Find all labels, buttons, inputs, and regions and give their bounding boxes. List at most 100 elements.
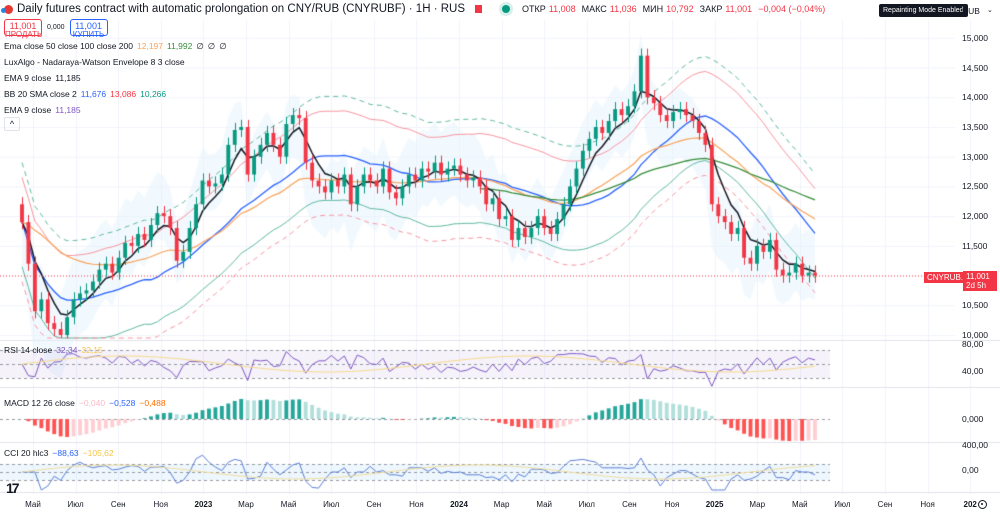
indicator-name: EMA 9 close: [4, 105, 52, 115]
indicator-value: ∅: [196, 41, 204, 51]
tradingview-logo[interactable]: 17: [6, 480, 20, 496]
indicator-legend[interactable]: EMA 9 close 11,185: [4, 73, 81, 83]
macd-signal-value: −0,488: [139, 398, 166, 408]
sell-button[interactable]: 11,001 ПРОДАТЬ: [4, 19, 42, 39]
symbol-logo-icon: [1, 4, 13, 14]
macd-name: MACD 12 26 close: [4, 398, 75, 408]
x-axis-tick: Июл: [834, 500, 851, 509]
change-value: −0,004 (−0,04%): [758, 4, 826, 14]
rsi-value: 32,34: [56, 345, 78, 355]
y-axis-tick: 12,500: [962, 181, 988, 192]
y-axis-tick: 10,500: [962, 300, 988, 311]
indicator-name: LuxAlgo - Nadaraya-Watson Envelope 8 3 c…: [4, 57, 185, 67]
x-axis-tick: 2023: [194, 500, 213, 509]
rsi-legend[interactable]: RSI 14 close 32,34 32,15: [4, 345, 103, 355]
low-label: МИН: [642, 4, 664, 14]
chevron-down-icon[interactable]: ⌄: [987, 7, 993, 14]
x-axis-tick: Ноя: [664, 500, 680, 509]
open-value: 11,008: [548, 4, 576, 14]
y-axis-tick: 13,500: [962, 121, 988, 132]
x-axis-tick: Ноя: [920, 500, 935, 509]
x-axis-tick: Мар: [749, 500, 766, 509]
last-price-tag: 11,001 2d 5h: [963, 271, 997, 291]
indicator-legend[interactable]: Ema close 50 close 100 close 200 12,197 11…: [4, 41, 227, 52]
low-value: 10,792: [666, 4, 694, 14]
x-axis-tick: Сен: [110, 500, 126, 509]
spread-value: 0,000: [47, 24, 65, 31]
symbol-price-tag: CNYRUB.P: [924, 272, 972, 283]
indicator-value: 11,185: [55, 73, 81, 83]
buy-price: 11,001: [75, 21, 102, 31]
y-axis-tick: 10,000: [962, 330, 988, 341]
x-axis-tick: 202: [963, 500, 977, 509]
cci-name: CCI 20 hlc3: [4, 448, 49, 458]
chart-header: Daily futures contract with automatic pr…: [1, 3, 828, 15]
rsi-ma-value: 32,15: [81, 345, 103, 355]
indicator-legend[interactable]: LuxAlgo - Nadaraya-Watson Envelope 8 3 c…: [4, 57, 185, 67]
x-axis-tick: Мар: [238, 500, 254, 509]
rsi-name: RSI 14 close: [4, 345, 53, 355]
currency-selector[interactable]: RUB: [962, 6, 980, 16]
market-status-icon: [502, 5, 511, 13]
indicator-legend[interactable]: BB 20 SMA close 2 11,676 13,086 10,266: [4, 89, 166, 99]
indicator-value: 10,266: [140, 89, 167, 99]
open-label: ОТКР: [522, 4, 546, 14]
x-axis-tick: 2025: [705, 500, 724, 509]
indicator-value: 13,086: [110, 89, 137, 99]
x-axis-tick: Май: [280, 500, 297, 509]
buy-label: КУПИТЬ: [72, 30, 105, 39]
macd-value: −0,528: [109, 398, 136, 408]
sell-price: 11,001: [9, 21, 37, 31]
x-axis-tick: Июл: [67, 500, 84, 509]
settings-gear-icon[interactable]: [978, 500, 987, 509]
cci-tick: 400,00: [962, 440, 988, 450]
indicator-legend[interactable]: EMA 9 close 11,185: [4, 105, 81, 115]
x-axis-tick: Сен: [877, 500, 893, 509]
symbol-title[interactable]: Daily futures contract with automatic pr…: [17, 3, 466, 15]
x-axis-tick: 2024: [450, 500, 468, 509]
high-value: 11,036: [609, 4, 637, 14]
bar-countdown: 2d 5h: [966, 281, 987, 290]
rsi-tick: 40,00: [962, 366, 984, 376]
close-value: 11,001: [725, 4, 753, 14]
y-axis-tick: 13,000: [962, 151, 988, 162]
collapse-legend-button[interactable]: ^: [4, 117, 20, 131]
indicator-name: Ema close 50 close 100 close 200: [4, 41, 133, 51]
indicator-name: BB 20 SMA close 2: [4, 89, 77, 99]
close-label: ЗАКР: [699, 4, 723, 14]
x-axis-tick: Июл: [323, 500, 340, 509]
y-axis-tick: 12,000: [962, 211, 988, 222]
cci-legend[interactable]: CCI 20 hlc3 −88,63 −105,62: [4, 448, 114, 458]
last-price-value: 11,001: [966, 272, 990, 281]
x-axis-tick: Сен: [366, 500, 382, 509]
x-axis-tick: Май: [536, 500, 553, 509]
x-axis-tick: Ноя: [409, 500, 424, 509]
y-axis-tick: 14,000: [962, 92, 988, 103]
macd-hist-value: −0,040: [78, 398, 106, 408]
x-axis-tick: Ноя: [153, 500, 169, 509]
indicator-name: EMA 9 close: [4, 73, 52, 83]
x-axis-tick: Сен: [622, 500, 637, 509]
macd-tick: 0,000: [962, 414, 984, 424]
trade-buttons: 11,001 ПРОДАТЬ 0,000 11,001 КУПИТЬ: [4, 19, 108, 39]
macd-legend[interactable]: MACD 12 26 close −0,040 −0,528 −0,488: [4, 398, 166, 408]
x-axis-tick: Мар: [493, 500, 510, 509]
ohlc-readout: ОТКР 11,008 МАКС 11,036 МИН 10,792 ЗАКР 11,0…: [522, 4, 828, 14]
high-label: МАКС: [581, 4, 607, 14]
x-axis-tick: Май: [25, 500, 41, 509]
indicator-value: 11,185: [55, 105, 81, 115]
y-axis-tick: 14,500: [962, 62, 988, 73]
rsi-tick: 80,00: [962, 339, 984, 349]
cci-ma-value: −105,62: [82, 448, 114, 458]
buy-button[interactable]: 11,001 КУПИТЬ: [69, 19, 108, 39]
y-axis-tick: 15,000: [962, 32, 988, 43]
indicator-value: 11,992: [167, 41, 193, 51]
indicator-value: ∅: [207, 41, 216, 51]
indicator-value: ∅: [219, 41, 227, 51]
flag-icon[interactable]: [475, 5, 483, 13]
x-axis-tick: Июл: [578, 500, 595, 509]
cci-tick: 0,00: [962, 465, 979, 475]
x-axis-tick: Май: [791, 500, 808, 509]
cci-value: −88,63: [52, 448, 79, 458]
